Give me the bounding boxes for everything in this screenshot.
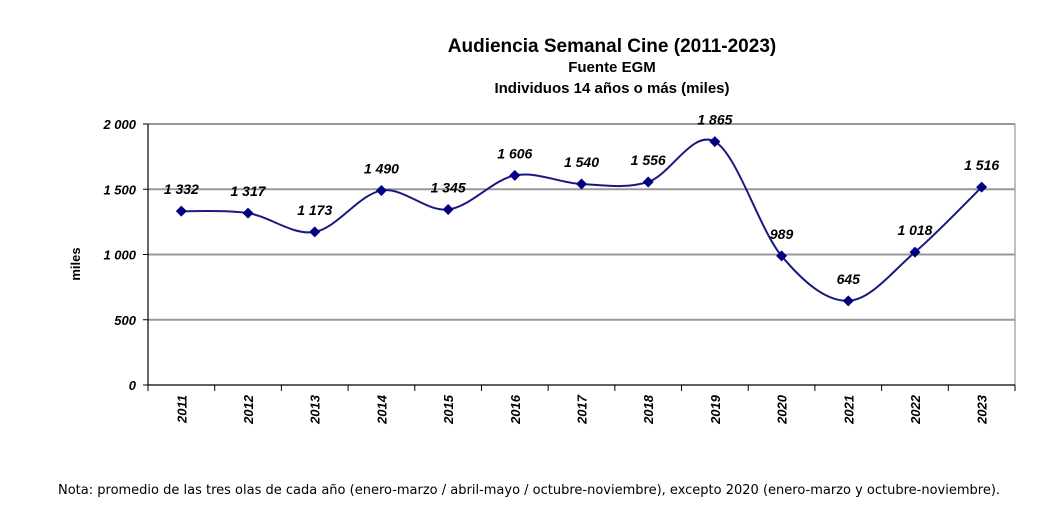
x-tick-label: 2016	[508, 394, 523, 425]
data-point-2016	[509, 169, 521, 181]
data-label-2021: 645	[837, 271, 861, 287]
data-point-2021	[842, 295, 854, 307]
y-tick-label: 1 500	[103, 182, 136, 197]
x-tick-label: 2020	[775, 394, 790, 425]
x-tick-label: 2014	[374, 394, 389, 425]
x-tick-label: 2022	[908, 394, 923, 425]
data-point-2011	[175, 205, 187, 217]
data-point-2014	[375, 185, 387, 197]
y-tick-label: 2 000	[102, 117, 136, 132]
data-label-2018: 1 556	[631, 152, 666, 168]
data-point-2012	[242, 207, 254, 219]
data-point-2015	[442, 203, 454, 215]
data-point-2018	[642, 176, 654, 188]
chart-subtitle-population: Individuos 14 años o más (miles)	[494, 80, 729, 97]
x-tick-label: 2023	[975, 394, 990, 425]
x-tick-label: 2012	[241, 394, 256, 425]
data-point-2019	[709, 136, 721, 148]
plot-area: 0 500 1 000 1 500 2 000 2011 2012 2013 2014 2015 2…	[102, 112, 1016, 425]
data-point-2013	[309, 226, 321, 238]
data-point-2022	[909, 246, 921, 258]
data-label-2014: 1 490	[364, 161, 399, 177]
data-label-2011: 1 332	[164, 181, 199, 197]
y-axis-label: miles	[68, 247, 83, 280]
chart-title: Audiencia Semanal Cine (2011-2023)	[448, 36, 776, 57]
y-tick-label: 1 000	[103, 248, 136, 263]
y-tick-label: 500	[114, 313, 136, 328]
data-label-2017: 1 540	[564, 154, 599, 170]
x-tick-label: 2019	[708, 394, 723, 425]
data-label-2016: 1 606	[497, 145, 532, 161]
data-label-2015: 1 345	[431, 179, 466, 195]
data-point-2023	[976, 181, 988, 193]
x-tick-label: 2013	[308, 394, 323, 425]
footnote: Nota: promedio de las tres olas de cada …	[58, 483, 1001, 498]
x-tick-label: 2021	[841, 395, 856, 425]
data-label-2013: 1 173	[297, 202, 332, 218]
data-label-2020: 989	[770, 226, 794, 242]
x-tick-label: 2011	[174, 395, 189, 424]
data-label-2023: 1 516	[964, 157, 999, 173]
x-tick-label: 2018	[641, 394, 656, 425]
x-tick-label: 2017	[575, 394, 590, 425]
x-tick-label: 2015	[441, 394, 456, 425]
data-label-2019: 1 865	[697, 112, 732, 128]
data-label-2012: 1 317	[231, 183, 267, 199]
data-point-2020	[776, 250, 788, 262]
chart-subtitle-source: Fuente EGM	[568, 59, 656, 76]
data-label-2022: 1 018	[897, 222, 932, 238]
data-point-2017	[576, 178, 587, 190]
y-tick-label: 0	[129, 378, 137, 393]
